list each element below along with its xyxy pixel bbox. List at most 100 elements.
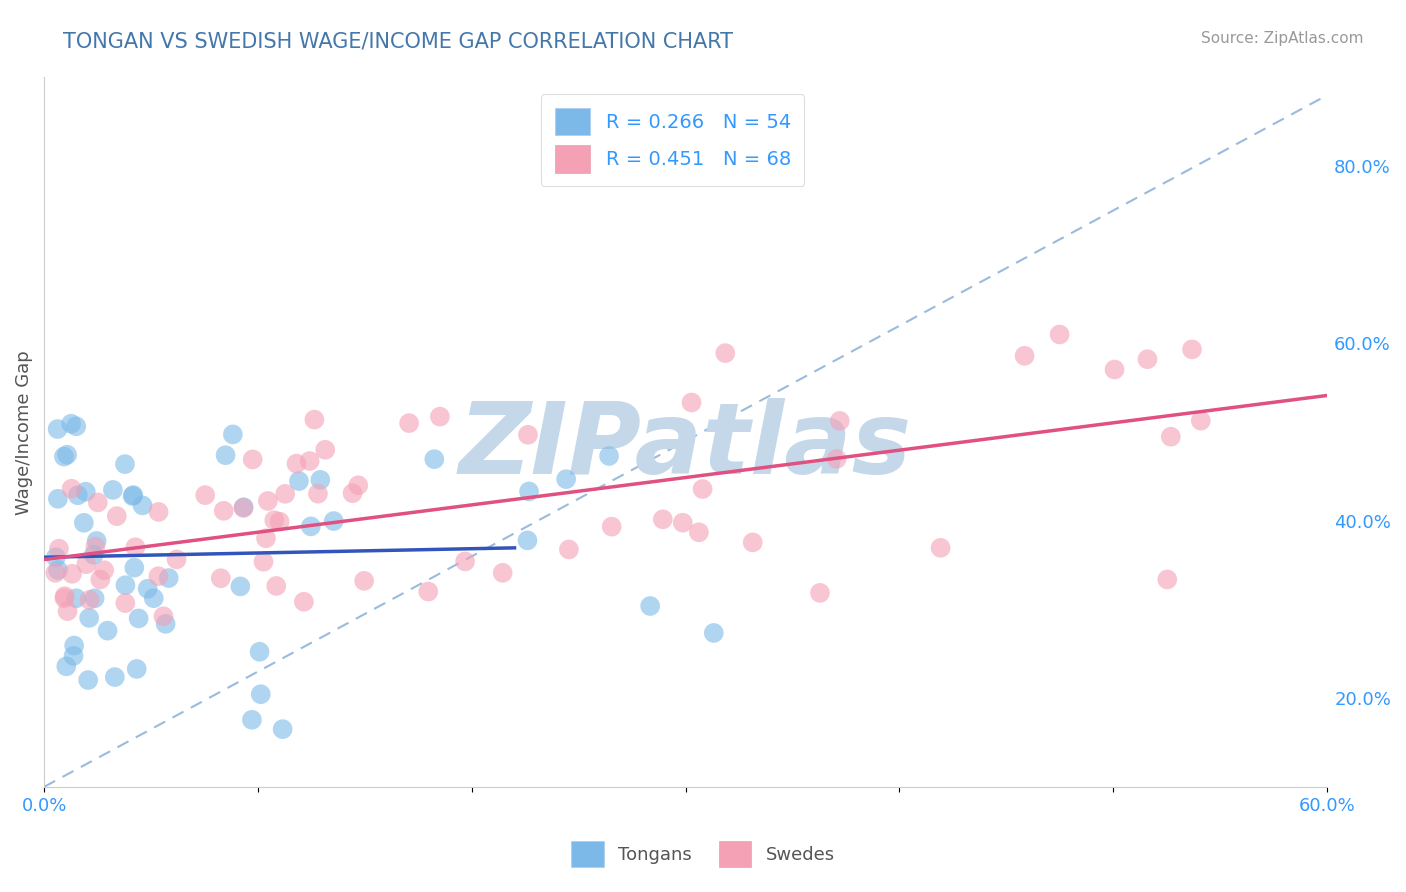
Point [152,609,174,624]
Point [1189,414,1212,428]
Point [75,484,97,499]
Point [73,516,96,530]
Legend: R = 0.266   N = 54, R = 0.451   N = 68: R = 0.266 N = 54, R = 0.451 N = 68 [541,95,804,186]
Point [1156,573,1178,587]
Point [96,624,118,638]
Point [309,473,332,487]
Point [46,563,69,577]
Point [77,673,100,687]
Point [209,571,232,585]
Point [65,419,87,434]
Point [298,454,321,468]
Point [212,504,235,518]
Point [292,595,315,609]
Point [121,489,143,503]
Point [353,574,375,588]
Text: Source: ZipAtlas.com: Source: ZipAtlas.com [1201,31,1364,46]
Point [232,500,254,515]
Point [517,427,540,442]
Point [83,548,105,562]
Y-axis label: Wage/Income Gap: Wage/Income Gap [15,350,32,515]
Point [56,448,79,462]
Point [828,414,851,428]
Text: ZIPatlas: ZIPatlas [460,398,912,495]
Point [285,457,308,471]
Point [232,500,254,515]
Point [157,571,180,585]
Point [492,566,515,580]
Point [808,586,831,600]
Point [148,505,170,519]
Point [124,540,146,554]
Point [598,449,620,463]
Point [114,578,136,592]
Point [93,563,115,577]
Point [423,452,446,467]
Point [48,541,70,556]
Point [86,533,108,548]
Point [114,457,136,471]
Point [307,486,329,500]
Point [638,599,661,613]
Point [87,495,110,509]
Point [1160,430,1182,444]
Point [66,488,89,502]
Point [264,579,287,593]
Point [342,486,364,500]
Point [651,512,673,526]
Point [1181,343,1204,357]
Point [825,451,848,466]
Point [714,346,737,360]
Point [454,554,477,568]
Point [558,542,581,557]
Point [418,584,440,599]
Point [155,616,177,631]
Point [254,531,277,545]
Point [555,472,578,486]
Point [1014,349,1036,363]
Text: TONGAN VS SWEDISH WAGE/INCOME GAP CORRELATION CHART: TONGAN VS SWEDISH WAGE/INCOME GAP CORREL… [63,31,734,51]
Point [128,611,150,625]
Point [46,422,69,436]
Point [271,722,294,736]
Point [45,550,67,565]
Point [60,566,83,581]
Point [398,416,420,430]
Point [44,566,66,580]
Point [75,558,97,572]
Point [79,593,101,607]
Point [124,560,146,574]
Point [692,482,714,496]
Point [347,478,370,492]
Point [1136,352,1159,367]
Point [517,484,540,499]
Point [681,395,703,409]
Point [703,626,725,640]
Point [89,573,111,587]
Point [214,448,236,462]
Point [1049,327,1071,342]
Point [304,412,326,426]
Point [52,450,75,464]
Point [600,519,623,533]
Point [194,488,217,502]
Point [322,514,344,528]
Point [688,525,710,540]
Point [62,648,84,663]
Point [131,499,153,513]
Point [148,569,170,583]
Point [274,487,297,501]
Point [672,516,695,530]
Point [53,591,76,606]
Point [314,442,336,457]
Point [125,662,148,676]
Point [1104,362,1126,376]
Point [101,483,124,497]
Point [53,589,76,603]
Point [60,417,83,431]
Point [222,427,245,442]
Point [257,494,280,508]
Point [249,645,271,659]
Point [516,533,538,548]
Point [84,540,107,554]
